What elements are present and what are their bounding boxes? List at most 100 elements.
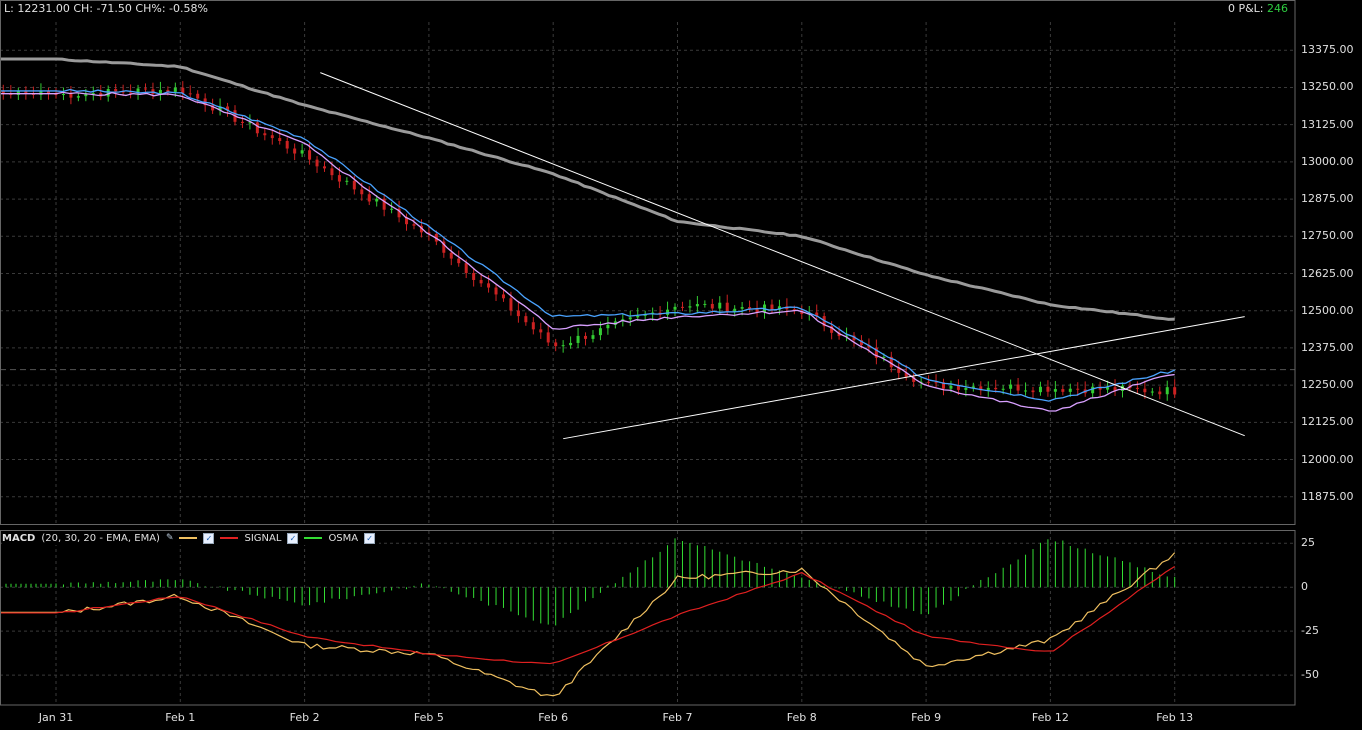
time-tick-label: Feb 12 (1031, 711, 1069, 724)
candle-body (345, 180, 349, 182)
candle-body (46, 91, 50, 94)
candle-body (882, 356, 886, 358)
candle-body (449, 252, 453, 259)
candlestick-series (1, 81, 1177, 401)
candle-body (636, 315, 640, 318)
signal-label: SIGNAL (244, 532, 282, 544)
chart-grid (0, 22, 1295, 705)
candle-body (770, 304, 774, 310)
macd-tick-label: 25 (1301, 536, 1315, 550)
candle-body (927, 381, 931, 383)
candle-body (390, 208, 394, 210)
price-tick-label: 13250.00 (1301, 80, 1354, 94)
candle-body (718, 302, 722, 309)
time-tick-label: Feb 8 (786, 711, 817, 724)
candle-body (1061, 389, 1065, 392)
candle-body (464, 263, 468, 273)
macd-tick-label: -50 (1301, 668, 1319, 682)
candle-body (479, 279, 483, 284)
candle-body (352, 180, 356, 190)
price-tick-label: 12750.00 (1301, 229, 1354, 243)
candle-body (337, 175, 341, 182)
candle-body (181, 87, 185, 94)
candle-body (1046, 386, 1050, 392)
candle-body (598, 328, 602, 336)
candle-body (419, 225, 423, 233)
candle-body (897, 367, 901, 373)
ema-fast-path (0, 88, 1175, 402)
time-tick-label: Feb 1 (165, 711, 196, 724)
pnl-readout: 0 P&L: 246 (1228, 2, 1288, 15)
candle-body (740, 307, 744, 309)
macd-params: (20, 30, 20 - EMA, EMA) (41, 532, 160, 544)
candle-body (375, 198, 379, 202)
candle-body (845, 335, 849, 337)
candle-body (501, 294, 505, 299)
price-tick-label: 12625.00 (1301, 266, 1354, 280)
candle-body (76, 96, 80, 98)
candle-body (524, 316, 528, 323)
candle-body (680, 306, 684, 308)
candle-body (576, 335, 580, 343)
candle-body (725, 302, 729, 312)
macd-panel-frame (0, 530, 1296, 706)
candle-body (509, 298, 513, 311)
candle-body (278, 138, 282, 142)
ema-slow-path (0, 91, 1175, 412)
candle-body (584, 335, 588, 339)
time-tick-label: Feb 2 (289, 711, 320, 724)
candle-body (710, 303, 714, 309)
candle-body (889, 356, 893, 368)
long-moving-average-line (0, 57, 1175, 321)
candle-body (912, 376, 916, 382)
candle-body (628, 317, 632, 320)
macd-legend[interactable]: MACD (20, 30, 20 - EMA, EMA) ✎ ✓ SIGNAL … (2, 531, 380, 545)
candle-body (591, 335, 595, 339)
candle-body (143, 88, 147, 90)
candle-body (487, 283, 491, 288)
candle-body (643, 314, 647, 316)
candle-body (695, 304, 699, 307)
trendlines[interactable] (320, 72, 1245, 440)
candle-body (971, 386, 975, 389)
candle-body (1106, 387, 1110, 390)
candle-body (315, 159, 319, 167)
candle-body (1001, 388, 1005, 390)
trendline (563, 316, 1245, 440)
macd-visible-checkbox[interactable]: ✓ (203, 532, 215, 544)
candle-body (1031, 390, 1035, 393)
macd-tick-label: 0 (1301, 580, 1308, 594)
candle-body (904, 372, 908, 377)
candle-body (673, 306, 677, 310)
candle-body (1173, 387, 1177, 395)
main-panel-frame (0, 0, 1296, 525)
candle-body (240, 121, 244, 123)
candle-body (986, 387, 990, 391)
candle-body (136, 88, 140, 94)
signal-visible-checkbox[interactable]: ✓ (287, 532, 299, 544)
candle-body (330, 168, 334, 176)
time-tick-label: Jan 31 (38, 711, 74, 724)
candle-body (569, 342, 573, 346)
candle-body (293, 148, 297, 154)
time-tick-label: Feb 7 (662, 711, 693, 724)
long-ma-path (0, 57, 1175, 321)
candle-body (1158, 391, 1162, 395)
candle-body (1150, 391, 1154, 393)
candle-body (1135, 387, 1139, 389)
candle-body (934, 382, 938, 384)
candle-body (397, 208, 401, 218)
edit-indicator-icon[interactable]: ✎ (165, 533, 174, 543)
price-tick-label: 13125.00 (1301, 117, 1354, 131)
candle-body (158, 89, 162, 95)
candle-body (1068, 388, 1072, 392)
candle-body (554, 342, 558, 347)
candle-body (516, 310, 520, 317)
macd-line-swatch (179, 537, 198, 539)
signal-line-path (0, 566, 1176, 665)
candle-body (300, 150, 304, 154)
candle-body (367, 194, 371, 202)
osma-visible-checkbox[interactable]: ✓ (364, 532, 376, 544)
candle-body (688, 306, 692, 308)
